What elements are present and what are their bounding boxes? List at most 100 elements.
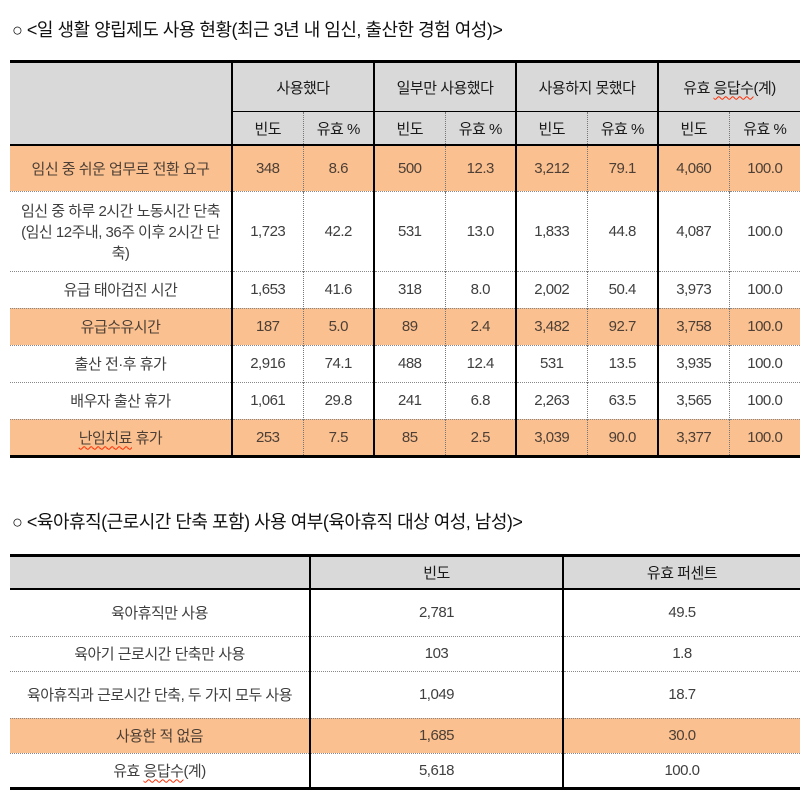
table-row: 유효 응답수(계) 5,618 100.0	[10, 752, 800, 788]
cell: 2,781	[309, 589, 563, 636]
table1-group-valid-responses: 유효 응답수(계)	[657, 61, 801, 112]
cell: 42.2	[302, 190, 375, 271]
cell: 13.5	[586, 344, 659, 382]
col-header-freq-2: 빈도	[373, 111, 446, 145]
cell: 2.4	[444, 307, 517, 345]
table1-group-partially-used: 일부만 사용했다	[373, 61, 517, 112]
table1-group-could-not-use: 사용하지 못했다	[515, 61, 659, 112]
col-header-frequency: 빈도	[309, 555, 563, 589]
row-label-pre: 유효	[113, 762, 144, 780]
cell: 1.8	[562, 635, 800, 671]
cell: 100.0	[728, 307, 801, 345]
cell: 1,685	[309, 717, 563, 753]
table-row: 유급수유시간 187 5.0 89 2.4 3,482 92.7 3,758 1…	[10, 307, 801, 345]
cell: 1,049	[309, 670, 563, 718]
cell: 253	[231, 418, 303, 456]
cell: 500	[373, 145, 446, 191]
cell: 100.0	[728, 190, 801, 271]
cell: 90.0	[586, 418, 659, 456]
cell: 2,002	[515, 270, 588, 308]
cell: 3,973	[657, 270, 730, 308]
table-row: 출산 전·후 휴가 2,916 74.1 488 12.4 531 13.5 3…	[10, 344, 801, 382]
table-row: 육아기 근로시간 단축만 사용 103 1.8	[10, 635, 800, 671]
cell: 3,565	[657, 381, 730, 419]
col-header-freq-1: 빈도	[231, 111, 303, 145]
cell: 241	[373, 381, 446, 419]
cell: 41.6	[302, 270, 375, 308]
cell: 3,758	[657, 307, 730, 345]
col-header-freq-4: 빈도	[657, 111, 730, 145]
col-header-pct-2: 유효 %	[444, 111, 517, 145]
table-row: 육아휴직과 근로시간 단축, 두 가지 모두 사용 1,049 18.7	[10, 670, 800, 718]
cell: 44.8	[586, 190, 659, 271]
cell: 100.0	[728, 381, 801, 419]
cell: 18.7	[562, 670, 800, 718]
cell: 3,935	[657, 344, 730, 382]
row-label: 임신 중 쉬운 업무로 전환 요구	[10, 145, 232, 191]
cell: 100.0	[728, 145, 801, 191]
table-row: 사용한 적 없음 1,685 30.0	[10, 717, 800, 753]
cell: 103	[309, 635, 563, 671]
table1-corner-cell	[10, 61, 232, 146]
table-row: 배우자 출산 휴가 1,061 29.8 241 6.8 2,263 63.5 …	[10, 381, 801, 419]
cell: 1,833	[515, 190, 588, 271]
cell: 2,916	[231, 344, 303, 382]
cell: 85	[373, 418, 446, 456]
row-label: 배우자 출산 휴가	[10, 381, 232, 419]
group4-post: (계)	[753, 79, 776, 97]
table1-group-used: 사용했다	[230, 61, 375, 112]
row-label: 사용한 적 없음	[10, 717, 310, 753]
row-label: 임신 중 하루 2시간 노동시간 단축 (임신 12주내, 36주 이후 2시간…	[10, 190, 232, 271]
cell: 488	[373, 344, 446, 382]
cell: 5.0	[302, 307, 375, 345]
cell: 1,653	[231, 270, 303, 308]
cell: 1,723	[231, 190, 303, 271]
table-row: 임신 중 쉬운 업무로 전환 요구 348 8.6 500 12.3 3,212…	[10, 145, 801, 191]
row-label-post: 휴가	[131, 429, 163, 447]
table1-group-header-row: 사용했다 일부만 사용했다 사용하지 못했다 유효 응답수(계)	[10, 61, 801, 146]
group4-pre: 유효	[683, 79, 714, 97]
row-label: 난임치료 휴가	[10, 418, 232, 456]
row-label: 유급 태아검진 시간	[10, 270, 232, 308]
cell: 79.1	[586, 145, 659, 191]
col-header-pct-4: 유효 %	[728, 111, 801, 145]
row-label: 육아휴직과 근로시간 단축, 두 가지 모두 사용	[10, 670, 310, 718]
cell: 8.0	[444, 270, 517, 308]
cell: 89	[373, 307, 446, 345]
table-parental-leave-usage: 빈도 유효 퍼센트 육아휴직만 사용 2,781 49.5 육아기 근로시간 단…	[10, 553, 800, 790]
cell: 4,060	[657, 145, 730, 191]
group4-wavy-text: 응답수	[713, 79, 754, 97]
cell: 63.5	[586, 381, 659, 419]
cell: 100.0	[562, 752, 800, 788]
cell: 100.0	[728, 344, 801, 382]
cell: 100.0	[728, 418, 801, 456]
cell: 3,039	[515, 418, 588, 456]
cell: 74.1	[302, 344, 375, 382]
cell: 2.5	[444, 418, 517, 456]
table-row: 임신 중 하루 2시간 노동시간 단축 (임신 12주내, 36주 이후 2시간…	[10, 190, 801, 271]
col-header-pct-1: 유효 %	[302, 111, 375, 145]
cell: 4,087	[657, 190, 730, 271]
cell: 30.0	[562, 717, 800, 753]
col-header-valid-percent: 유효 퍼센트	[562, 555, 800, 589]
row-label: 유급수유시간	[10, 307, 232, 345]
table-work-life-balance-usage: 사용했다 일부만 사용했다 사용하지 못했다 유효 응답수(계) 빈도 유효 %…	[10, 60, 801, 458]
row-label-wavy-text: 응답수	[143, 762, 184, 780]
cell: 29.8	[302, 381, 375, 419]
col-header-freq-3: 빈도	[515, 111, 588, 145]
row-label: 육아휴직만 사용	[111, 605, 208, 623]
table1-sub-header-row: 빈도 유효 % 빈도 유효 % 빈도 유효 % 빈도 유효 %	[10, 111, 801, 145]
table2-corner-cell	[10, 555, 310, 589]
table-row: 육아휴직만 사용 2,781 49.5	[10, 589, 800, 636]
cell: 92.7	[586, 307, 659, 345]
cell: 100.0	[728, 270, 801, 308]
cell: 187	[231, 307, 303, 345]
row-label: 유효 응답수(계)	[10, 752, 310, 788]
cell: 6.8	[444, 381, 517, 419]
cell: 8.6	[302, 145, 375, 191]
cell: 3,212	[515, 145, 588, 191]
cell: 531	[373, 190, 446, 271]
cell: 348	[231, 145, 303, 191]
row-label: 육아기 근로시간 단축만 사용	[10, 635, 310, 671]
